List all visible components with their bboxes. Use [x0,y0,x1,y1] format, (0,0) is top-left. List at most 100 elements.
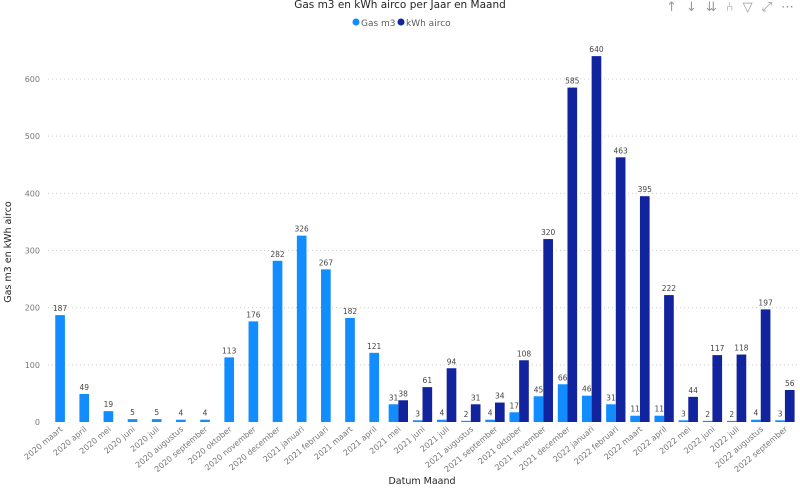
data-label: 56 [785,379,795,388]
bar-gas [678,420,689,422]
bar-gas [296,235,307,422]
y-tick-label: 600 [25,75,40,84]
legend-label-1: kWh airco [406,19,451,29]
bar-gas [55,315,65,422]
data-label: 31 [606,393,616,402]
bar-gas [461,420,471,422]
data-label: 45 [534,385,544,394]
bar-gas [79,393,90,422]
y-tick-label: 300 [25,247,40,256]
bar-kwh [567,87,578,422]
bar-kwh [664,295,674,422]
data-label: 2 [464,410,469,419]
data-label: 640 [589,45,604,54]
filter-icon[interactable]: ▽ [742,0,753,15]
bar-kwh [543,239,553,422]
data-label: 4 [178,409,183,418]
bar-kwh [591,56,602,423]
y-tick-label: 200 [25,304,40,313]
bar-gas [775,420,785,422]
bar-kwh [494,402,505,422]
visual-toolbar: ↑ ↓ ⇊ ⑃ ▽ ⤢ ⋯ [666,0,794,15]
bar-gas [272,260,283,422]
data-label: 4 [203,409,208,418]
data-label: 17 [510,401,520,410]
data-label: 3 [778,409,783,418]
bar-kwh [446,368,457,422]
data-label: 4 [439,409,444,418]
bar-gas [630,415,640,422]
bar-gas [485,419,495,422]
data-label: 463 [613,146,628,155]
data-label: 118 [734,344,749,353]
x-axis-title: Datum Maand [388,476,455,487]
bar-kwh [470,404,481,422]
bar-kwh [784,389,795,422]
bar-gas [702,420,713,422]
chart-title: Gas m3 en kWh airco per Jaar en Maand [294,0,506,11]
data-label: 31 [471,393,481,402]
bar-gas [412,420,423,422]
bar-gas [388,404,399,422]
data-label: 94 [447,357,457,366]
legend-label-0: Gas m3 [361,19,396,29]
data-label: 61 [423,376,433,385]
data-label: 49 [79,383,89,392]
bar-gas [509,412,520,422]
y-axis-title: Gas m3 en kWh airco [3,201,14,303]
data-label: 2 [729,410,734,419]
legend-marker-1 [397,18,405,26]
bar-gas [557,384,568,422]
data-label: 117 [710,344,725,353]
bar-gas [581,395,592,422]
double-arrow-down-icon[interactable]: ⇊ [705,0,717,15]
more-options-icon[interactable]: ⋯ [781,0,794,15]
data-label: 585 [565,77,580,86]
data-label: 108 [517,349,532,358]
bar-gas [321,269,331,422]
bar-gas [726,420,737,422]
data-label: 4 [488,409,493,418]
data-label: 11 [655,405,665,414]
data-label: 197 [758,298,773,307]
expand-hierarchy-icon[interactable]: ⑃ [725,0,734,15]
data-label: 66 [558,373,568,382]
bar-kwh [712,355,723,422]
bar-gas [200,419,210,422]
data-label: 121 [367,342,382,351]
bar-kwh [760,309,771,422]
data-label: 2 [705,410,710,419]
arrow-up-icon[interactable]: ↑ [666,0,677,15]
focus-mode-icon[interactable]: ⤢ [761,0,772,15]
data-label: 19 [104,400,114,409]
bar-gas [103,411,114,422]
y-tick-label: 500 [25,132,40,141]
data-label: 187 [53,304,68,313]
data-label: 31 [389,393,399,402]
bar-gas [606,404,616,422]
bar-gas [345,317,355,422]
y-tick-label: 400 [25,189,40,198]
data-label: 182 [343,307,358,316]
bar-gas [151,419,162,422]
data-label: 3 [415,409,420,418]
bar-kwh [519,360,529,422]
bar-gas [436,419,447,422]
data-label: 4 [754,409,759,418]
bar-gas [369,352,380,422]
bar-gas [248,321,259,422]
data-label: 267 [319,258,334,267]
bar-gas [127,419,138,422]
data-label: 3 [681,409,686,418]
data-label: 5 [130,408,135,417]
data-label: 326 [295,225,310,234]
data-label: 46 [582,385,592,394]
bar-kwh [615,157,626,422]
arrow-down-icon[interactable]: ↓ [685,0,697,15]
bar-kwh [688,396,698,422]
bar-gas [533,396,544,422]
bar-gas [654,415,665,422]
data-label: 320 [541,228,556,237]
bar-gas [176,419,186,422]
